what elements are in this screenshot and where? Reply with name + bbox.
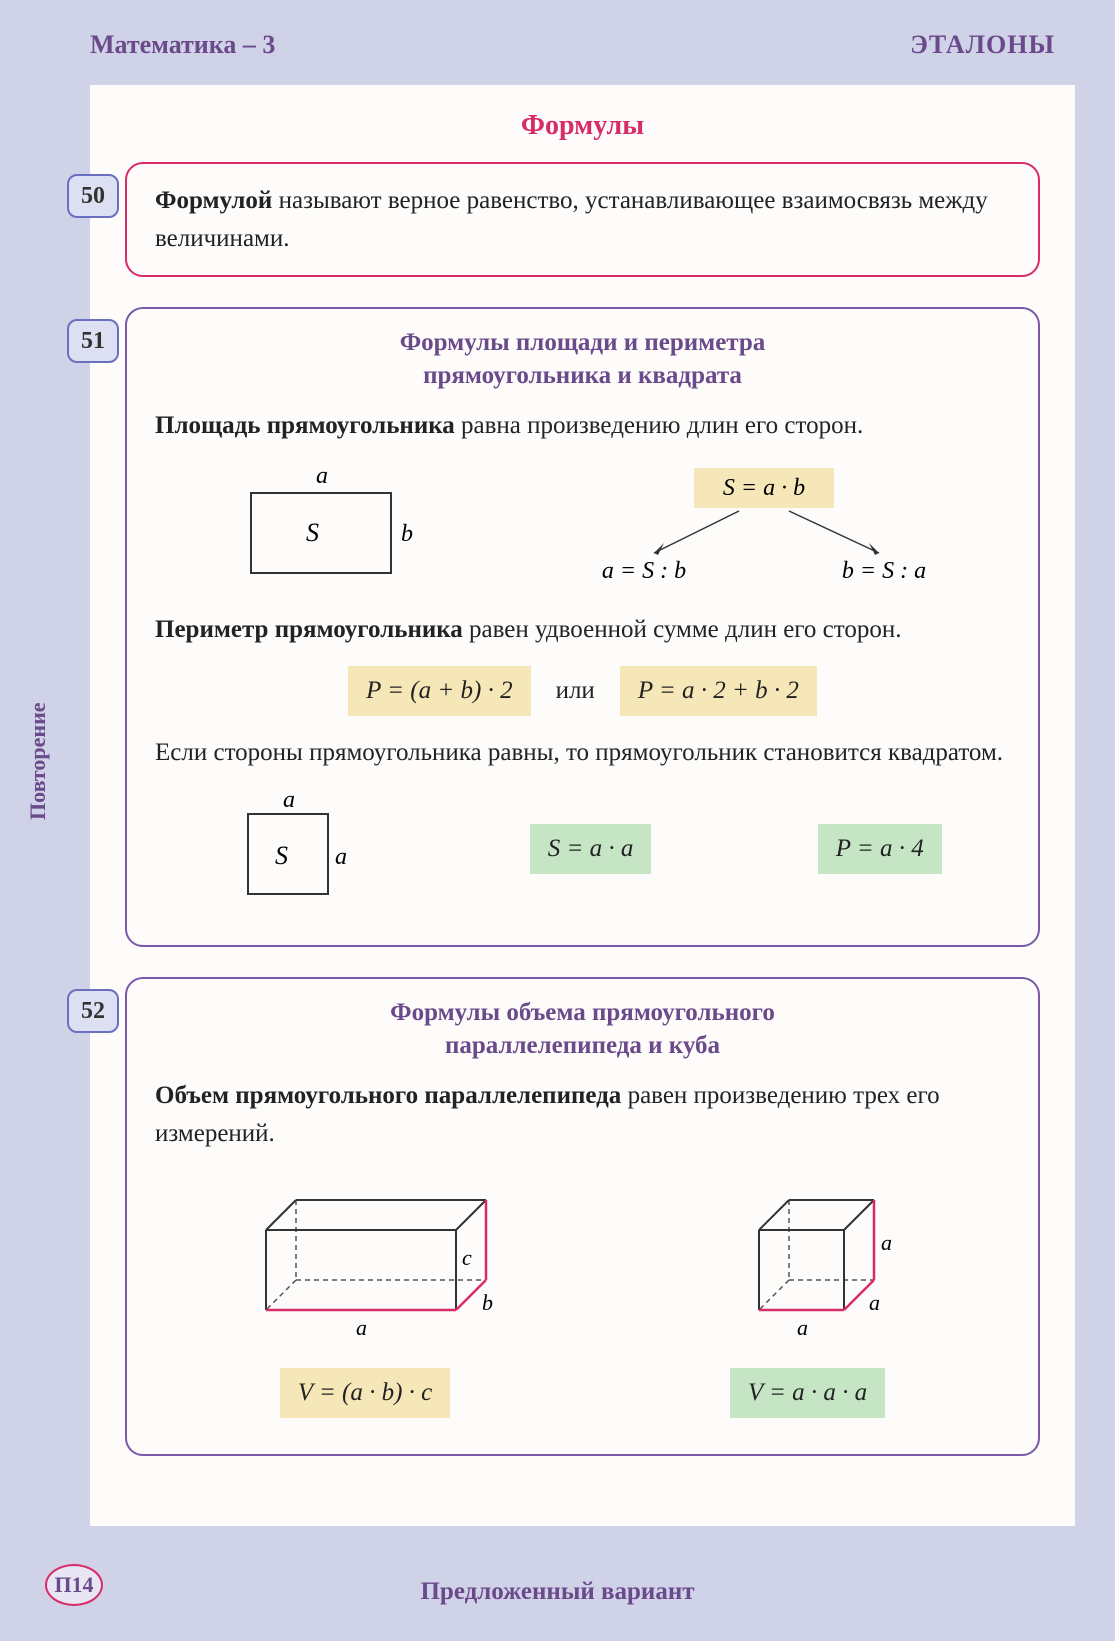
perimeter-formulas-row: P = (a + b) · 2 или P = a · 2 + b · 2: [155, 666, 1010, 716]
footer-text: Предложенный вариант: [0, 1578, 1115, 1606]
area-rest: равна произведению длин его сторон.: [455, 412, 863, 439]
solids-row: c b a a: [155, 1170, 1010, 1350]
sq-label-a-top: a: [283, 789, 295, 813]
per-bold: Периметр прямоугольника: [155, 616, 463, 643]
rectangle-diagram: a S b: [221, 463, 421, 593]
volume-box-52: 52 Формулы объема прямоугольного паралле…: [125, 977, 1040, 1456]
square-row: a S a S = a · a P = a · 4: [155, 789, 1010, 909]
box51-title-l1: Формулы площади и периметра: [400, 329, 766, 356]
formula-b: b = S : a: [842, 558, 926, 584]
box-number-51: 51: [67, 319, 119, 363]
volume-formulas-row: V = (a · b) · c V = a · a · a: [155, 1368, 1010, 1418]
formula-sq-area: S = a · a: [530, 824, 652, 874]
area-diagram-row: a S b S = a · b a = S : b b = S : a: [155, 463, 1010, 593]
cube-label-a3: a: [797, 1315, 808, 1340]
def-bold: Формулой: [155, 187, 272, 214]
cube-label-a1: a: [881, 1230, 892, 1255]
formula-area: S = a · b: [723, 475, 805, 501]
main-title: Формулы: [125, 110, 1040, 142]
pp-label-c: c: [462, 1245, 472, 1270]
square-diagram: a S a: [223, 789, 363, 909]
formulas-box-51: 51 Формулы площади и периметра прямоугол…: [125, 307, 1040, 947]
per-rest: равен удвоенной сумме длин его сторон.: [463, 616, 902, 643]
rect-label-S: S: [306, 518, 319, 547]
page-header: Математика – 3 ЭТАЛОНЫ: [0, 0, 1115, 75]
box-number-50: 50: [67, 174, 119, 218]
box-number-52: 52: [67, 989, 119, 1033]
formula-p1: P = (a + b) · 2: [348, 666, 530, 716]
box52-title-l1: Формулы объема прямоугольного: [390, 999, 775, 1026]
area-statement: Площадь прямоугольника равна произведени…: [155, 407, 1010, 445]
header-left: Математика – 3: [90, 30, 275, 60]
parallelepiped-diagram: c b a: [226, 1170, 546, 1350]
rect-label-a: a: [316, 463, 328, 489]
formula-a: a = S : b: [602, 558, 686, 584]
box51-title: Формулы площади и периметра прямоугольни…: [155, 327, 1010, 392]
side-label: Повторение: [25, 702, 51, 820]
or-text: или: [556, 672, 595, 710]
box52-title-l2: параллелепипеда и куба: [445, 1032, 720, 1059]
area-bold: Площадь прямоугольника: [155, 412, 455, 439]
box52-title: Формулы объема прямоугольного параллелеп…: [155, 997, 1010, 1062]
box51-title-l2: прямоугольника и квадрата: [423, 362, 742, 389]
rect-label-b: b: [401, 521, 413, 547]
vol-bold: Объем прямоугольного параллелепипеда: [155, 1082, 621, 1109]
definition-box-50: 50 Формулой называют верное равенство, у…: [125, 162, 1040, 277]
content-area: Формулы 50 Формулой называют верное раве…: [90, 85, 1075, 1526]
square-statement: Если стороны прямоугольника равны, то пр…: [155, 734, 1010, 772]
formula-v2: V = a · a · a: [730, 1368, 885, 1418]
page: Математика – 3 ЭТАЛОНЫ Повторение Формул…: [0, 0, 1115, 1641]
pp-label-a: a: [356, 1315, 367, 1340]
sq-label-a-side: a: [335, 844, 347, 870]
header-right: ЭТАЛОНЫ: [910, 30, 1055, 60]
pp-label-b: b: [482, 1290, 493, 1315]
cube-diagram: a a a: [719, 1170, 939, 1350]
sq-label-S: S: [275, 841, 288, 870]
perimeter-statement: Периметр прямоугольника равен удвоенной …: [155, 611, 1010, 649]
volume-statement: Объем прямоугольного параллелепипеда рав…: [155, 1077, 1010, 1152]
formula-p2: P = a · 2 + b · 2: [620, 666, 817, 716]
formula-v1: V = (a · b) · c: [280, 1368, 450, 1418]
area-formula-tree: S = a · b a = S : b b = S : a: [584, 463, 944, 593]
cube-label-a2: a: [869, 1290, 880, 1315]
def-text: называют верное равенство, устанавливающ…: [155, 187, 988, 252]
formula-sq-per: P = a · 4: [818, 824, 942, 874]
